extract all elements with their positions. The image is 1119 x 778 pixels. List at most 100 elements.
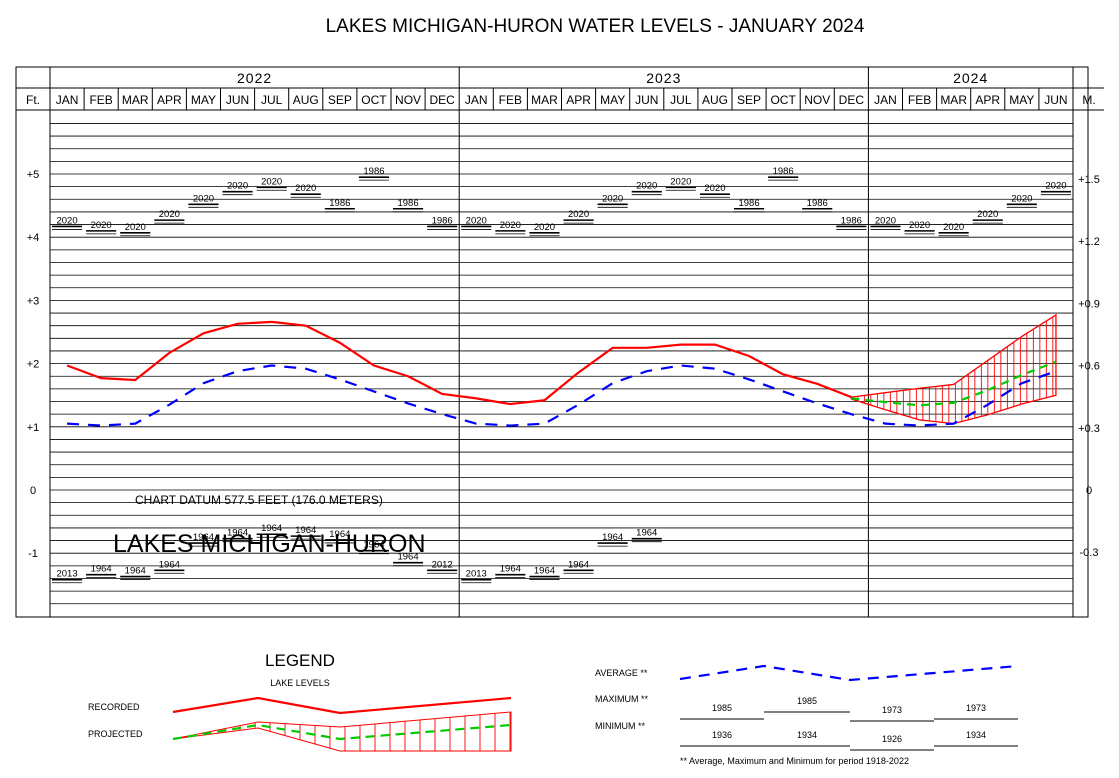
m-tick-label: +0.6 [1078, 361, 1100, 373]
max-year: 2020 [500, 220, 521, 231]
min-year: 1964 [397, 552, 418, 563]
legend: LEGEND LAKE LEVELS RECORDED PROJECTED AV… [88, 651, 1019, 766]
projected-range-outline [850, 313, 1057, 425]
min-year: 1964 [227, 528, 248, 539]
month-label: DEC [429, 93, 455, 107]
month-label: SEP [737, 93, 761, 107]
max-year: 2020 [159, 209, 180, 220]
grid [15, 66, 1104, 618]
lake-name-label: LAKES MICHIGAN-HURON [113, 530, 426, 558]
y-axis-ticks: +5 +4 +3 +2 +1 0 -1 +1.5 +1.2 +0.9 +0.6 +0.3 0 -0.3 [27, 169, 1100, 560]
max-year: 2020 [227, 181, 248, 192]
month-label: APR [975, 93, 1000, 107]
min-year: 1964 [193, 532, 214, 543]
month-label: MAR [940, 93, 967, 107]
month-label: NOV [395, 93, 421, 107]
ft-tick-label: +5 [27, 169, 40, 181]
max-min-markers: 2020 2020 2020 2020 2020 2020 2020 2020 1986 1986… [52, 166, 1071, 584]
max-year: 2020 [875, 215, 896, 226]
ft-tick-label: +3 [27, 295, 40, 307]
min-year: 1964 [363, 540, 384, 551]
min-year: 2012 [432, 559, 453, 570]
max-year: 2020 [602, 193, 623, 204]
average-series-line [66, 364, 1057, 427]
max-year: 2020 [56, 215, 77, 226]
max-year: 1986 [329, 198, 350, 209]
max-year: 1986 [807, 198, 828, 209]
legend-max-year: 1973 [966, 703, 986, 713]
max-year: 2020 [91, 220, 112, 231]
series-lines [66, 320, 1057, 427]
max-year: 2020 [261, 176, 282, 187]
legend-projected-band [172, 711, 512, 752]
min-year: 2013 [56, 569, 77, 580]
max-year: 2020 [193, 193, 214, 204]
min-year: 1964 [261, 523, 282, 534]
ft-tick-label: +4 [27, 232, 40, 244]
header: 2022 2023 2024 JAN FEB MAR APR MAY JUN JUL AUG SEP O… [26, 70, 1096, 107]
legend-max-min-samples: 1985 1936 1985 1934 1973 1926 1973 1934 [680, 696, 1018, 751]
month-label: OCT [770, 93, 796, 107]
month-label: MAR [122, 93, 149, 107]
projected-series-line [851, 360, 1057, 407]
m-tick-label: +1.5 [1078, 174, 1100, 186]
month-label: SEP [328, 93, 352, 107]
min-year: 2013 [466, 569, 487, 580]
m-tick-label: +0.9 [1078, 298, 1100, 310]
legend-recorded-line [172, 696, 512, 715]
legend-min-year: 1936 [712, 730, 732, 740]
max-year: 2020 [704, 183, 725, 194]
m-tick-label: +0.3 [1078, 423, 1100, 435]
min-year: 1964 [91, 564, 112, 575]
legend-footnote: ** Average, Maximum and Minimum for peri… [680, 756, 909, 766]
max-year: 2020 [466, 215, 487, 226]
min-year: 1964 [534, 566, 555, 577]
month-label: FEB [89, 93, 112, 107]
month-label: MAY [191, 93, 216, 107]
chart-datum-text: CHART DATUM 577.5 FEET (176.0 METERS) [135, 493, 383, 507]
min-year: 1964 [125, 566, 146, 577]
month-label: JAN [874, 93, 897, 107]
max-year: 2020 [125, 222, 146, 233]
max-year: 1986 [738, 198, 759, 209]
legend-minimum-label: MINIMUM ** [595, 721, 645, 731]
max-year: 2020 [977, 209, 998, 220]
min-year: 1964 [329, 529, 350, 540]
month-label: APR [157, 93, 182, 107]
legend-projected-label: PROJECTED [88, 729, 143, 739]
max-year: 2020 [1045, 181, 1066, 192]
year-label: 2024 [953, 70, 988, 86]
projected-range-band [850, 313, 1057, 425]
m-tick-label: 0 [1086, 485, 1092, 497]
legend-min-year: 1934 [797, 730, 817, 740]
legend-average-label: AVERAGE ** [595, 668, 648, 678]
max-year: 2020 [670, 176, 691, 187]
month-label: FEB [908, 93, 931, 107]
ft-tick-label: -1 [28, 548, 38, 560]
legend-min-year: 1926 [882, 734, 902, 744]
legend-max-year: 1985 [712, 703, 732, 713]
ft-tick-label: +2 [27, 359, 40, 371]
legend-band-outline [172, 711, 512, 752]
max-year: 2020 [568, 209, 589, 220]
month-label: JUL [670, 93, 692, 107]
min-year: 1964 [500, 564, 521, 575]
max-year: 1986 [397, 198, 418, 209]
month-label: JUN [226, 93, 249, 107]
legend-average-line [679, 664, 1019, 682]
legend-projected-line [172, 723, 512, 741]
chart-frame [15, 66, 1089, 618]
min-year: 1964 [636, 528, 657, 539]
ft-unit-label: Ft. [26, 93, 40, 107]
min-year: 1964 [159, 559, 180, 570]
min-year: 1964 [295, 525, 316, 536]
m-tick-label: -0.3 [1080, 547, 1099, 559]
month-label: FEB [499, 93, 522, 107]
max-year: 1986 [773, 166, 794, 177]
month-label: OCT [361, 93, 387, 107]
max-year: 2020 [534, 222, 555, 233]
legend-recorded-label: RECORDED [88, 702, 140, 712]
month-label: MAY [1009, 93, 1034, 107]
min-year: 1964 [602, 532, 623, 543]
